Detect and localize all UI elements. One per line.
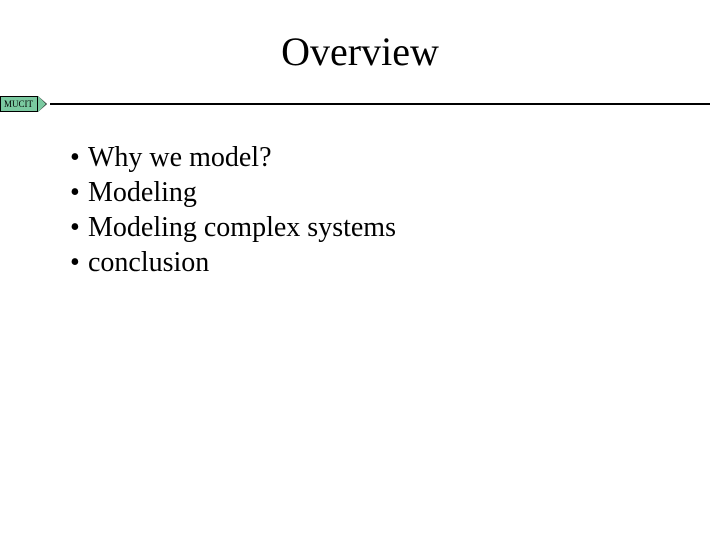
bullet-dot-icon: •	[70, 175, 88, 210]
list-item: •conclusion	[70, 245, 396, 280]
content-area: •Why we model? •Modeling •Modeling compl…	[70, 140, 396, 280]
mucit-badge: MUCIT	[0, 96, 38, 112]
horizontal-rule	[50, 103, 710, 105]
slide: { "title": "Overview", "badge": "MUCIT",…	[0, 0, 720, 540]
bullet-list: •Why we model? •Modeling •Modeling compl…	[70, 140, 396, 280]
list-item-text: Modeling	[88, 175, 197, 210]
list-item-text: conclusion	[88, 245, 209, 280]
list-item: •Modeling complex systems	[70, 210, 396, 245]
list-item: •Why we model?	[70, 140, 396, 175]
list-item-text: Why we model?	[88, 140, 272, 175]
bullet-dot-icon: •	[70, 210, 88, 245]
slide-title: Overview	[0, 28, 720, 75]
badge-divider-row: MUCIT	[0, 94, 720, 114]
list-item-text: Modeling complex systems	[88, 210, 396, 245]
bullet-dot-icon: •	[70, 245, 88, 280]
bullet-dot-icon: •	[70, 140, 88, 175]
list-item: •Modeling	[70, 175, 396, 210]
